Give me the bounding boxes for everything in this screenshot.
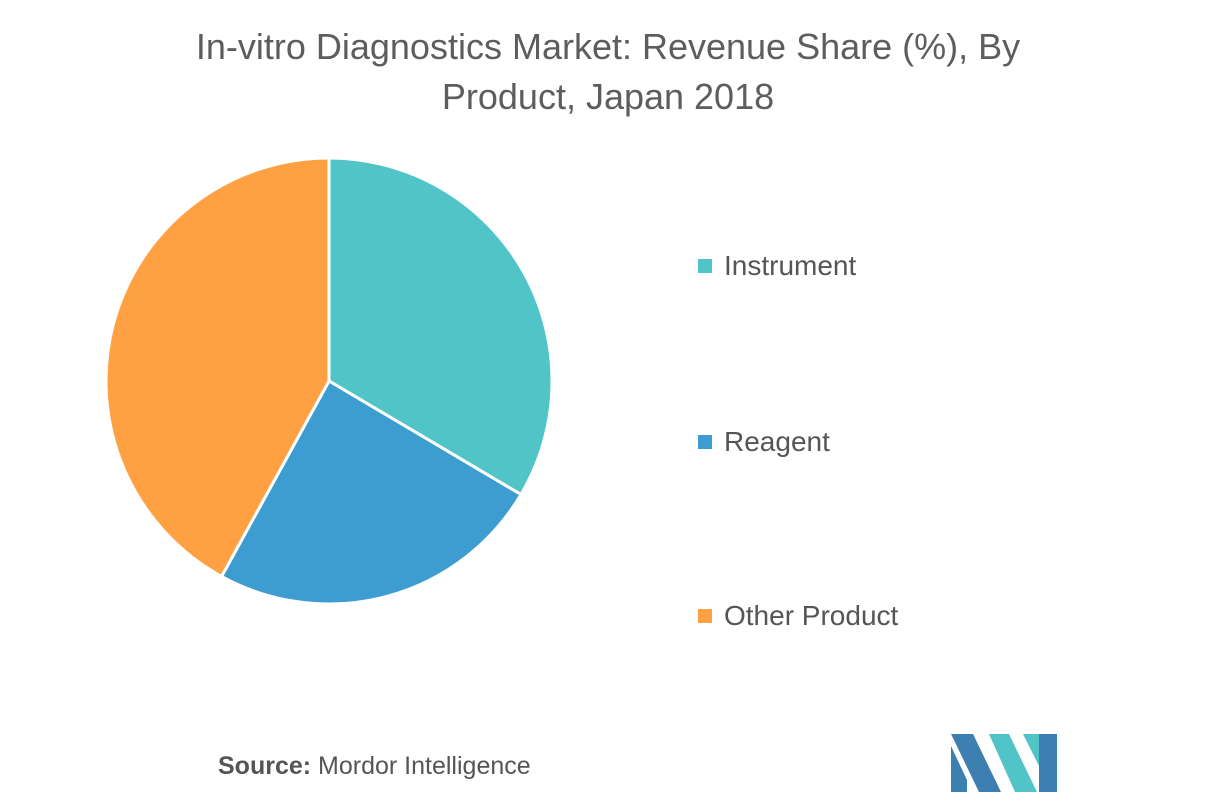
chart-title-line-1: In-vitro Diagnostics Market: Revenue Sha… (195, 26, 1021, 67)
logo-shape-middle (989, 734, 1037, 792)
legend-swatch-reagent (698, 435, 712, 449)
legend-label-instrument: Instrument (724, 250, 857, 281)
logo-shape-right-bar (1039, 734, 1057, 792)
legend-swatch-instrument (698, 259, 712, 273)
pie-slice-instrument (327, 156, 554, 497)
source-note: Source: Mordor Intelligence (218, 752, 531, 781)
legend-swatch-other-product (698, 609, 712, 623)
legend-item-instrument: Instrument (698, 250, 856, 282)
legend-label-reagent: Reagent (724, 426, 830, 457)
legend-item-reagent: Reagent (698, 426, 830, 458)
pie-slice-reagent (219, 378, 524, 606)
pie-slice-other-product (104, 156, 331, 579)
legend-label-other-product: Other Product (724, 600, 899, 631)
chart-title: In-vitro Diagnostics Market: Revenue Sha… (108, 22, 1108, 122)
chart-title-line-2: Product, Japan 2018 (441, 76, 775, 117)
legend-item-other-product: Other Product (698, 600, 898, 632)
mordor-intelligence-logo-icon (951, 734, 1057, 792)
source-text: Mordor Intelligence (318, 752, 531, 780)
logo-shape-left (951, 734, 1001, 792)
logo-shape-right-accent (1023, 734, 1039, 766)
logo-shape-left-bar (951, 746, 967, 792)
source-label: Source: (218, 752, 312, 780)
